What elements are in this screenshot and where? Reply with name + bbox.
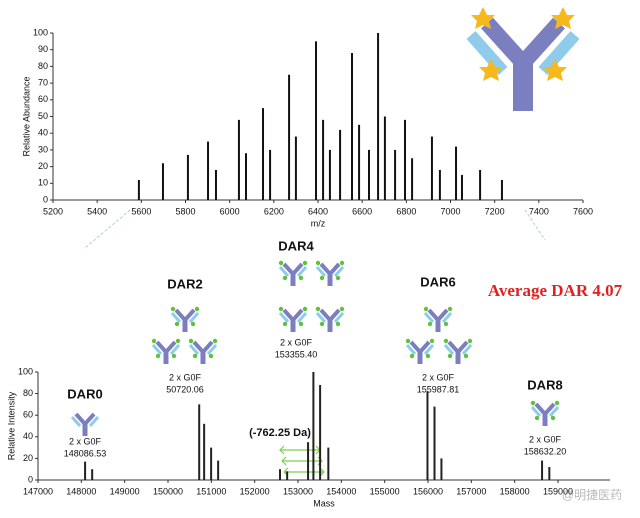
y-tick-label: 30 (38, 144, 48, 154)
y-tick-label: 90 (38, 44, 48, 54)
x-tick-label: 6400 (308, 206, 328, 216)
glycan-label: 2 x G0F (69, 436, 102, 446)
x-axis-label: Mass (313, 498, 335, 508)
y-tick-label: 0 (28, 474, 33, 484)
y-tick-label: 50 (38, 111, 48, 121)
x-tick-label: 5800 (175, 206, 195, 216)
x-tick-label: 159000 (543, 486, 573, 496)
y-tick-label: 80 (23, 388, 33, 398)
x-tick-label: 148000 (66, 486, 96, 496)
x-tick-label: 150000 (153, 486, 183, 496)
glycan-label: 2 x G0F (422, 372, 455, 382)
x-tick-label: 6200 (264, 206, 284, 216)
x-tick-label: 153000 (283, 486, 313, 496)
mass-label: 153355.40 (275, 349, 318, 359)
x-tick-label: 7200 (485, 206, 505, 216)
average-dar: Average DAR 4.07 (488, 281, 623, 300)
y-tick-label: 40 (23, 431, 33, 441)
x-tick-label: 6000 (220, 206, 240, 216)
y-tick-label: 20 (38, 161, 48, 171)
y-tick-label: 70 (38, 77, 48, 87)
antibody-illustration (471, 7, 575, 111)
glycan-label: 2 x G0F (529, 434, 562, 444)
x-tick-label: 6600 (352, 206, 372, 216)
shift-label: (-762.25 Da) (249, 427, 311, 439)
mass-label: 148086.53 (64, 448, 107, 458)
x-tick-label: 147000 (23, 486, 53, 496)
x-tick-label: 152000 (240, 486, 270, 496)
x-tick-label: 149000 (110, 486, 140, 496)
y-tick-label: 40 (38, 128, 48, 138)
x-tick-label: 7000 (440, 206, 460, 216)
zoom-funnel (84, 209, 546, 249)
y-axis-label: Relative Abundance (21, 76, 31, 156)
dar-label: DAR4 (278, 238, 314, 253)
x-tick-label: 156000 (413, 486, 443, 496)
x-tick-label: 151000 (196, 486, 226, 496)
glycan-label: 2 x G0F (169, 372, 202, 382)
watermark: @明捷医药 (562, 488, 622, 502)
x-tick-label: 6800 (396, 206, 416, 216)
dar-label: DAR0 (67, 386, 102, 401)
y-tick-label: 10 (38, 178, 48, 188)
mass-label: 50720.06 (166, 384, 204, 394)
x-tick-label: 7400 (529, 206, 549, 216)
y-tick-label: 0 (43, 194, 48, 204)
x-tick-label: 5600 (131, 206, 151, 216)
x-tick-label: 157000 (456, 486, 486, 496)
x-tick-label: 5200 (43, 206, 63, 216)
y-axis-label: Relative Intensity (6, 391, 16, 460)
dar-label: DAR6 (420, 274, 455, 289)
x-tick-label: 7600 (573, 206, 593, 216)
mass-label: 155987.81 (417, 384, 460, 394)
y-tick-label: 60 (38, 94, 48, 104)
dar-label: DAR2 (167, 276, 202, 291)
y-tick-label: 20 (23, 453, 33, 463)
x-tick-label: 155000 (370, 486, 400, 496)
glycan-label: 2 x G0F (280, 337, 313, 347)
y-tick-label: 100 (18, 366, 33, 376)
x-axis-label: m/z (311, 218, 326, 228)
x-tick-label: 158000 (500, 486, 530, 496)
y-tick-label: 80 (38, 61, 48, 71)
x-tick-label: 154000 (326, 486, 356, 496)
dar-label: DAR8 (527, 377, 562, 392)
y-tick-label: 60 (23, 410, 33, 420)
mass-label: 158632.20 (524, 446, 567, 456)
y-tick-label: 100 (33, 27, 48, 37)
x-tick-label: 5400 (87, 206, 107, 216)
